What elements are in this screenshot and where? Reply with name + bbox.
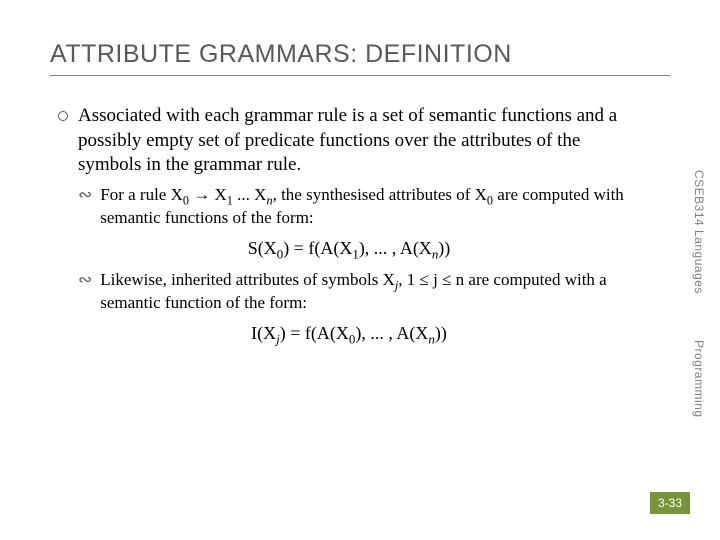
sub1-seg4: , the synthesised attributes of X (273, 185, 487, 204)
bullet-1: Associated with each grammar rule is a s… (58, 104, 640, 178)
f2-seg4: )) (435, 323, 447, 343)
content-area: Associated with each grammar rule is a s… (50, 104, 670, 344)
side-label-course: CSEB314 Languages (692, 170, 706, 294)
page-title: ATTRIBUTE GRAMMARS: DEFINITION (50, 40, 670, 69)
sub1-seg1: For a rule X (100, 185, 183, 204)
f1-seg3: ), ... , A(X (359, 238, 432, 258)
sub1-seg3: ... X (233, 185, 267, 204)
title-rule (50, 75, 670, 76)
sub1-seg2: → X (189, 185, 227, 204)
f2-seg2: ) = f(A(X (280, 323, 349, 343)
page-number-badge: 3-33 (650, 492, 690, 514)
script-bullet-icon: ∾ (78, 184, 92, 207)
f1-seg4: )) (438, 238, 450, 258)
sub2-seg1: Likewise, inherited attributes of symbol… (100, 270, 395, 289)
slide: ATTRIBUTE GRAMMARS: DEFINITION Associate… (0, 0, 720, 540)
f2-seg3: ), ... , A(X (355, 323, 428, 343)
formula-2: I(Xj) = f(A(X0), ... , A(Xn)) (58, 323, 640, 344)
script-bullet-icon: ∾ (78, 269, 92, 292)
sub-1-text: For a rule X0 → X1 ... Xn, the synthesis… (100, 184, 640, 230)
f2-seg1: I(X (251, 323, 276, 343)
bullet-1-text: Associated with each grammar rule is a s… (78, 104, 640, 178)
side-label-topic: Programming (692, 340, 706, 418)
sub-2-text: Likewise, inherited attributes of symbol… (100, 269, 640, 315)
sub-bullet-2: ∾ Likewise, inherited attributes of symb… (78, 269, 640, 315)
f1-seg2: ) = f(A(X (283, 238, 352, 258)
f1-seg1: S(X (248, 238, 277, 258)
sub-bullet-1: ∾ For a rule X0 → X1 ... Xn, the synthes… (78, 184, 640, 230)
circle-bullet-icon (58, 111, 68, 121)
formula-1: S(X0) = f(A(X1), ... , A(Xn)) (58, 238, 640, 259)
